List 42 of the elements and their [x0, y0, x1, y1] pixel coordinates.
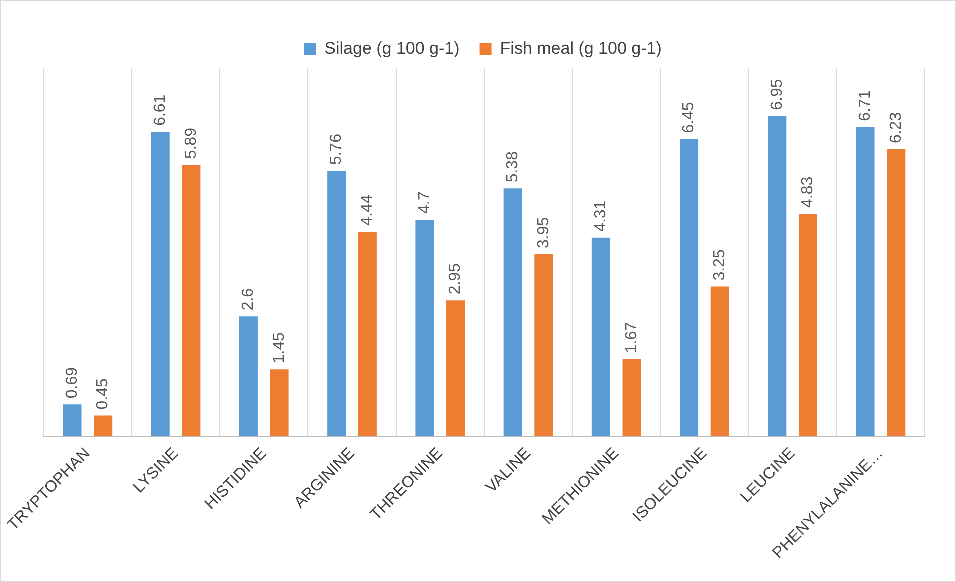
data-label: 4.44	[359, 194, 376, 226]
data-label: 4.83	[800, 176, 817, 208]
bar	[328, 171, 346, 436]
data-label: 6.95	[768, 79, 786, 110]
data-label: 6.23	[888, 112, 905, 144]
data-label: 5.89	[182, 128, 200, 160]
data-label: 3.95	[535, 217, 552, 249]
data-label: 2.6	[240, 288, 258, 311]
bar	[270, 370, 289, 436]
data-label: 6.45	[680, 102, 698, 134]
data-label: 3.25	[712, 250, 729, 281]
data-label: 4.7	[416, 192, 434, 214]
bar	[534, 254, 554, 436]
bar	[710, 286, 730, 436]
data-label: 5.76	[328, 134, 346, 166]
data-label: 0.45	[94, 378, 112, 410]
bar	[768, 116, 787, 436]
bar	[182, 165, 201, 436]
data-label: 2.95	[447, 263, 464, 295]
bar	[358, 232, 377, 436]
bar	[622, 360, 642, 436]
legend-label: Silage (g 100 g-1)	[324, 39, 460, 58]
bar	[239, 316, 258, 436]
data-label: 1.45	[270, 332, 288, 364]
bar	[592, 238, 610, 436]
data-label: 1.67	[623, 322, 640, 354]
bar	[504, 188, 522, 436]
bar	[887, 150, 906, 436]
bar	[680, 139, 699, 436]
bar	[856, 127, 875, 436]
data-label: 0.69	[64, 367, 81, 399]
bar	[446, 300, 466, 436]
data-label: 6.61	[152, 94, 170, 126]
data-label: 4.31	[592, 200, 610, 232]
data-label: 5.38	[504, 151, 522, 183]
bar	[63, 404, 82, 436]
legend-label: Fish meal (g 100 g-1)	[500, 39, 662, 58]
bar	[798, 214, 818, 436]
data-label: 6.71	[856, 90, 874, 122]
bar	[416, 220, 434, 436]
bar	[151, 132, 170, 436]
bar	[94, 416, 113, 436]
